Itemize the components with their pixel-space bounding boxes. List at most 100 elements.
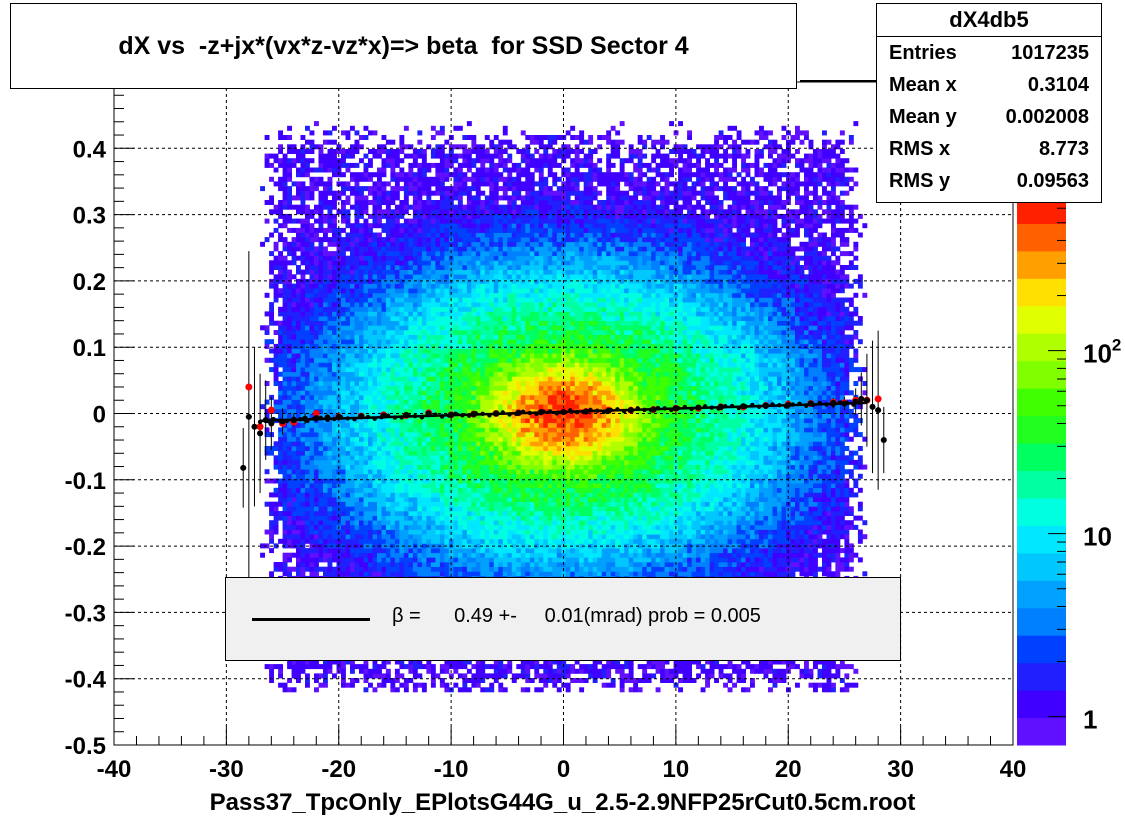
heatmap-cell [403, 427, 409, 433]
heatmap-cell [305, 139, 310, 145]
heatmap-cell [403, 524, 409, 530]
heatmap-cell [278, 278, 283, 284]
heatmap-cell [350, 394, 355, 400]
heatmap-cell [412, 492, 418, 498]
heatmap-cell [363, 543, 369, 549]
heatmap-cell [350, 371, 355, 377]
heatmap-cell [363, 316, 369, 321]
heatmap-cell [471, 186, 477, 192]
heatmap-cell [435, 427, 441, 433]
heatmap-cell [408, 487, 414, 493]
heatmap-cell [462, 562, 468, 567]
heatmap-cell [305, 227, 310, 233]
heatmap-cell [368, 232, 373, 238]
heatmap-cell [439, 306, 445, 312]
heatmap-cell [390, 529, 396, 535]
heatmap-cell [332, 520, 337, 526]
heatmap-cell [439, 144, 445, 150]
heatmap-cell [336, 144, 342, 150]
heatmap-cell [372, 348, 378, 354]
heatmap-cell [341, 459, 346, 465]
heatmap-cell [287, 552, 292, 558]
heatmap-cell [453, 436, 459, 442]
heatmap-cell [399, 487, 405, 493]
heatmap-cell [363, 357, 369, 363]
heatmap-cell [350, 246, 355, 252]
heatmap-cell [394, 190, 400, 196]
heatmap-cell [305, 552, 310, 558]
heatmap-cell [350, 176, 355, 182]
heatmap-cell [421, 524, 427, 530]
heatmap-cell [368, 278, 373, 284]
heatmap-cell [300, 441, 306, 447]
heatmap-cell [475, 316, 481, 321]
heatmap-cell [341, 237, 346, 243]
heatmap-cell [381, 348, 387, 354]
heatmap-cell [300, 306, 306, 312]
heatmap-cell [345, 399, 351, 405]
heatmap-cell [457, 501, 463, 507]
heatmap-cell [412, 325, 418, 331]
heatmap-cell [412, 195, 418, 201]
heatmap-cell [444, 362, 450, 368]
heatmap-cell [403, 492, 409, 498]
heatmap-cell [291, 149, 297, 154]
heatmap-cell [269, 209, 274, 215]
heatmap-cell [412, 538, 418, 544]
heatmap-cell [381, 511, 387, 516]
heatmap-cell [430, 204, 436, 210]
heatmap-cell [341, 520, 346, 526]
heatmap-cell [287, 260, 292, 266]
heatmap-cell [475, 538, 481, 544]
heatmap-cell [466, 167, 472, 173]
heatmap-cell [372, 515, 378, 521]
heatmap-cell [403, 571, 409, 577]
heatmap-cell [359, 473, 364, 479]
heatmap-cell [372, 320, 378, 326]
heatmap-cell [314, 571, 319, 577]
heatmap-cell [332, 125, 337, 131]
heatmap-cell [399, 446, 405, 451]
heatmap-cell [399, 469, 405, 475]
heatmap-cell [444, 255, 450, 261]
heatmap-cell [412, 302, 418, 308]
heatmap-cell [368, 464, 373, 470]
heatmap-cell [287, 399, 292, 405]
heatmap-cell [359, 357, 364, 363]
heatmap-cell [381, 450, 387, 456]
heatmap-cell [327, 497, 333, 502]
heatmap-cell [341, 682, 346, 688]
heatmap-cell [394, 325, 400, 331]
heatmap-cell [471, 311, 477, 317]
heatmap-cell [354, 520, 360, 526]
heatmap-cell [332, 497, 337, 502]
heatmap-cell [305, 348, 310, 354]
heatmap-cell [341, 501, 346, 507]
heatmap-cell [435, 353, 441, 359]
heatmap-cell [287, 348, 292, 354]
heatmap-cell [381, 162, 387, 168]
heatmap-cell [354, 348, 360, 354]
heatmap-cell [372, 506, 378, 512]
heatmap-cell [278, 450, 283, 456]
heatmap-cell [309, 139, 315, 145]
heatmap-cell [444, 348, 450, 354]
heatmap-cell [323, 408, 328, 414]
heatmap-cell [305, 664, 310, 670]
heatmap-cell [377, 394, 382, 400]
heatmap-cell [426, 200, 432, 205]
heatmap-cell [462, 172, 468, 178]
heatmap-cell [471, 227, 477, 233]
heatmap-cell [309, 534, 315, 540]
heatmap-cell [314, 343, 319, 349]
heatmap-cell [390, 223, 396, 229]
heatmap-cell [359, 204, 364, 210]
heatmap-cell [359, 343, 364, 349]
heatmap-cell [475, 269, 481, 275]
heatmap-cell [453, 237, 459, 243]
heatmap-cell [426, 664, 432, 670]
heatmap-cell [394, 446, 400, 451]
heatmap-cell [323, 376, 328, 382]
heatmap-cell [435, 497, 441, 502]
heatmap-cell [453, 446, 459, 451]
